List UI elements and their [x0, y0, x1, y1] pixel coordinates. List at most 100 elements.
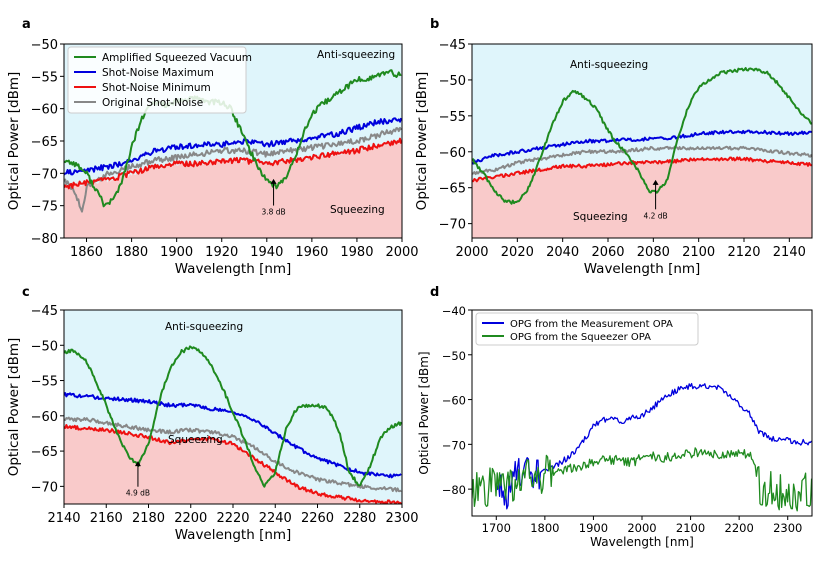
squeezing-region: [472, 157, 812, 238]
panel-label-b: b: [430, 17, 439, 32]
legend-entry: Shot-Noise Minimum: [102, 82, 211, 94]
anti-squeezing-label: Anti-squeezing: [317, 49, 395, 61]
y-tick-label: −60: [442, 394, 466, 408]
y-tick-label: −50: [31, 339, 58, 354]
y-tick-label: −65: [31, 445, 58, 460]
legend-entry: OPG from the Squeezer OPA: [510, 332, 651, 343]
x-tick-label: 1900: [579, 521, 608, 535]
chart-panel-c: 2140 2160 2180 2200 2220 2240 2260 2280 2300 −70 −…: [6, 304, 419, 543]
y-tick-label: −75: [31, 200, 58, 215]
chart-panel-b: 2000 2020 2040 2060 2080 2100 2120 2140 −70 −65 −6…: [414, 38, 813, 277]
x-tick-label: 2240: [259, 511, 292, 526]
chart-panel-d: 1700 1800 1900 2000 2100 2200 2300 −80 −70 −60 −50…: [417, 304, 813, 549]
x-tick-label: 2040: [546, 245, 579, 260]
x-tick-label: 2000: [385, 245, 418, 260]
y-tick-label: −40: [442, 304, 466, 318]
y-tick-label: −55: [439, 110, 466, 125]
annotation-arrow-head: [270, 178, 277, 184]
x-tick-label: 1940: [250, 245, 283, 260]
x-tick-label: 2300: [773, 521, 802, 535]
series-group: [64, 345, 402, 504]
y-axis-label: Optical Power [dBm]: [6, 338, 22, 477]
panel-label-c: c: [22, 285, 30, 300]
x-tick-label: 2180: [132, 511, 165, 526]
x-axis-label: Wavelength [nm]: [590, 535, 694, 549]
x-tick-label: 2000: [627, 521, 656, 535]
series-group: [472, 382, 812, 512]
y-tick-label: −80: [442, 483, 466, 497]
x-tick-label: 1900: [160, 245, 193, 260]
x-tick-label: 1880: [115, 245, 148, 260]
x-tick-label: 2200: [725, 521, 754, 535]
annotation-label: 4.9 dB: [126, 489, 150, 498]
y-tick-label: −65: [31, 135, 58, 150]
annotation-label: 4.2 dB: [643, 211, 667, 220]
y-tick-label: −45: [439, 38, 466, 53]
x-axis-label: Wavelength [nm]: [584, 261, 701, 277]
legend-entry: OPG from the Measurement OPA: [510, 319, 673, 330]
x-tick-label: 1960: [295, 245, 328, 260]
y-tick-label: −50: [31, 38, 58, 53]
x-tick-label: 2100: [676, 521, 705, 535]
x-tick-label: 2060: [591, 245, 624, 260]
series-line-original-shot-noise: [64, 416, 402, 493]
y-tick-label: −70: [439, 218, 466, 233]
panel-label-d: d: [430, 285, 439, 300]
x-tick-label: 2000: [455, 245, 488, 260]
series-line-amplified-squeezed-vacuum: [64, 345, 402, 488]
series-line-original-shot-noise: [64, 126, 402, 213]
x-tick-label: 1700: [482, 521, 511, 535]
x-tick-label: 2140: [47, 511, 80, 526]
x-tick-label: 2080: [637, 245, 670, 260]
y-axis-label: Optical Power [dBm]: [417, 351, 431, 474]
annotation-arrow-head: [134, 461, 141, 467]
series-group: [472, 67, 812, 238]
x-axis-label: Wavelength [nm]: [175, 527, 292, 543]
x-tick-label: 2280: [343, 511, 376, 526]
y-tick-label: −45: [31, 304, 58, 319]
axes-frame: [471, 43, 813, 239]
y-tick-label: −60: [439, 146, 466, 161]
series-line-shot-noise-minimum: [64, 424, 402, 504]
squeezing-label: Squeezing: [330, 204, 385, 216]
squeezing-label: Squeezing: [573, 211, 628, 223]
y-tick-label: −55: [31, 70, 58, 85]
x-tick-label: 1860: [70, 245, 103, 260]
anti-squeezing-label: Anti-squeezing: [570, 59, 648, 71]
y-tick-label: −60: [31, 410, 58, 425]
panel-label-a: a: [22, 17, 31, 32]
x-tick-label: 1980: [340, 245, 373, 260]
series-line-original-shot-noise: [472, 145, 812, 176]
y-tick-label: −70: [31, 480, 58, 495]
x-tick-label: 2120: [727, 245, 760, 260]
y-axis-label: Optical Power [dBm]: [6, 72, 22, 211]
annotation-label: 3.8 dB: [261, 208, 285, 217]
series-line-shot-noise-minimum: [64, 137, 402, 190]
series-line-opg-from-the-squeezer-opa: [472, 447, 812, 512]
y-tick-label: −65: [439, 182, 466, 197]
y-tick-label: −80: [31, 232, 58, 247]
squeezing-label: Squeezing: [168, 434, 223, 446]
legend-entry: Shot-Noise Maximum: [102, 67, 214, 79]
legend-entry: Original Shot-Noise: [102, 97, 203, 109]
x-tick-label: 2300: [385, 511, 418, 526]
x-tick-label: 2260: [301, 511, 334, 526]
y-tick-label: −60: [31, 103, 58, 118]
x-axis-label: Wavelength [nm]: [175, 261, 292, 277]
x-tick-label: 2140: [773, 245, 806, 260]
x-tick-label: 1920: [205, 245, 238, 260]
series-line-shot-noise-maximum: [472, 129, 812, 165]
chart-panel-a: 1860 1880 1900 1920 1940 1960 1980 2000 −80 −75 −7…: [6, 38, 419, 277]
x-tick-label: 1800: [530, 521, 559, 535]
x-tick-label: 2200: [174, 511, 207, 526]
series-line-shot-noise-maximum: [64, 117, 402, 176]
x-tick-label: 2160: [90, 511, 123, 526]
series-line-shot-noise-minimum: [472, 156, 812, 183]
y-tick-label: −70: [31, 167, 58, 182]
series-group: [64, 69, 402, 238]
y-tick-label: −50: [442, 349, 466, 363]
legend-entry: Amplified Squeezed Vacuum: [102, 52, 252, 64]
y-tick-label: −50: [439, 74, 466, 89]
annotation-arrow-head: [652, 179, 659, 185]
